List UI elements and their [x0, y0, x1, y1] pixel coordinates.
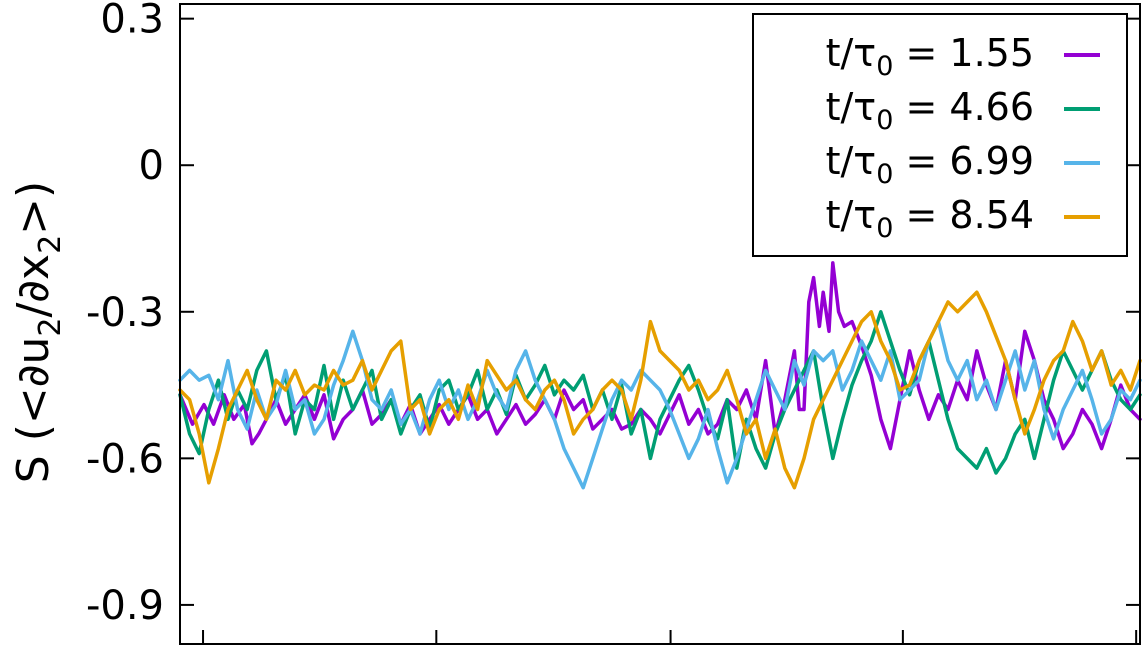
legend-label-3: t/τ0 = 6.99 — [826, 139, 1034, 190]
y-axis-label-suffix: >) — [8, 181, 59, 235]
plot-frame — [179, 3, 1141, 645]
y-tick-label: -0.6 — [86, 436, 164, 482]
y-axis-label-sub-2: 2 — [33, 235, 68, 254]
y-axis-label: S (<∂u2/∂x2>) — [8, 181, 68, 483]
y-axis-label-sub-1: 2 — [33, 318, 68, 337]
series-line-4 — [178, 290, 1142, 490]
legend-label-1: t/τ0 = 1.55 — [826, 31, 1034, 82]
legend-label-2: t/τ0 = 4.66 — [826, 85, 1034, 136]
x-axis — [202, 630, 1138, 644]
series-line-3 — [178, 319, 1142, 490]
y-tick-label: 0.3 — [100, 0, 164, 43]
legend-label-4: t/τ0 = 8.54 — [826, 193, 1034, 244]
legend: t/τ0 = 1.55t/τ0 = 4.66t/τ0 = 6.99t/τ0 = … — [752, 13, 1128, 257]
series-layer — [178, 261, 1142, 490]
y-axis-label-prefix: S (<∂u — [8, 337, 59, 484]
y-axis-label-mid: /∂x — [8, 254, 59, 318]
y-tick-label: 0 — [139, 143, 164, 189]
y-tick-label: -0.9 — [86, 583, 164, 629]
series-line-2 — [178, 310, 1142, 475]
y-axis: 0.3 0 -0.3 -0.6 -0.9 — [86, 0, 1140, 629]
y-tick-label: -0.3 — [86, 290, 164, 336]
